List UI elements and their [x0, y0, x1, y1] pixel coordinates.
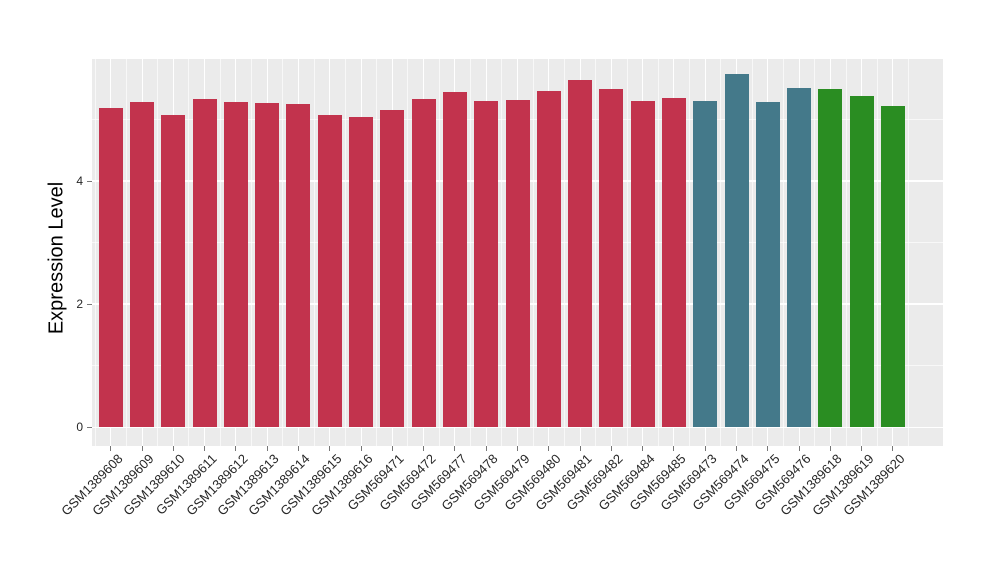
bar-GSM569476	[787, 87, 812, 428]
gridline-x-minor	[782, 57, 784, 446]
gridline-x-minor	[532, 57, 534, 446]
bar-GSM1389612	[223, 101, 248, 428]
x-axis-tick	[767, 446, 769, 451]
bar-GSM1389620	[880, 106, 905, 428]
x-axis-tick	[610, 446, 612, 451]
bar-GSM569471	[380, 109, 405, 428]
y-axis-tick	[87, 303, 92, 305]
x-axis-tick	[360, 446, 362, 451]
bar-GSM569473	[693, 101, 718, 428]
x-axis-tick	[642, 446, 644, 451]
y-tick-label: 2	[76, 297, 83, 312]
gridline-x-minor	[157, 57, 159, 446]
x-axis-tick	[454, 446, 456, 451]
gridline-x-minor	[188, 57, 190, 446]
x-axis-tick	[141, 446, 143, 451]
gridline-x-minor	[657, 57, 659, 446]
x-axis-tick	[673, 446, 675, 451]
gridline-x-minor	[407, 57, 409, 446]
gridline-x-minor	[595, 57, 597, 446]
gridline-x-minor	[282, 57, 284, 446]
x-axis-tick	[485, 446, 487, 451]
x-axis-tick	[391, 446, 393, 451]
bar-GSM1389613	[255, 102, 280, 428]
x-axis-tick	[110, 446, 112, 451]
bar-GSM1389619	[849, 95, 874, 428]
x-axis-tick	[829, 446, 831, 451]
bar-GSM569482	[599, 88, 624, 428]
y-tick-label: 0	[76, 420, 83, 435]
gridline-x-minor	[94, 57, 96, 446]
gridline-x-minor	[344, 57, 346, 446]
x-axis-tick	[704, 446, 706, 451]
x-axis-tick	[204, 446, 206, 451]
x-axis-tick	[736, 446, 737, 451]
bar-GSM1389618	[818, 89, 843, 428]
bar-GSM569485	[661, 98, 686, 428]
bar-GSM569475	[755, 101, 780, 428]
gridline-x-minor	[814, 57, 816, 446]
bar-GSM569479	[505, 99, 530, 428]
gridline-x-minor	[313, 57, 315, 446]
bar-GSM1389611	[192, 98, 217, 428]
bar-GSM569481	[568, 80, 593, 428]
bar-GSM1389616	[349, 117, 374, 428]
bar-GSM1389615	[317, 115, 342, 428]
gridline-x-minor	[626, 57, 628, 446]
x-axis-tick	[861, 446, 863, 451]
x-axis-tick	[235, 446, 237, 451]
gridline-x-minor	[251, 57, 253, 446]
x-axis-tick	[517, 446, 518, 451]
bar-GSM569480	[536, 90, 561, 428]
bar-GSM569478	[474, 101, 499, 428]
x-axis-tick	[266, 446, 268, 451]
gridline-x-minor	[438, 57, 440, 446]
x-axis-tick	[172, 446, 174, 451]
bar-GSM1389614	[286, 104, 311, 428]
gridline-x-minor	[689, 57, 691, 446]
bar-GSM1389609	[130, 102, 155, 428]
bar-GSM1389610	[161, 115, 186, 428]
gridline-x-minor	[845, 57, 847, 446]
bar-GSM1389608	[98, 107, 123, 428]
gridline-x-minor	[501, 57, 503, 446]
y-tick-label: 4	[76, 174, 83, 189]
x-axis-tick	[548, 446, 550, 451]
bar-GSM569472	[411, 99, 436, 428]
bar-GSM569477	[442, 92, 467, 428]
gridline-x-minor	[908, 57, 910, 446]
gridline-x-minor	[563, 57, 565, 446]
gridline-x-minor	[376, 57, 378, 446]
gridline-x-minor	[470, 57, 472, 446]
x-axis-tick	[579, 446, 581, 451]
x-axis-tick	[423, 446, 425, 451]
x-axis-tick	[329, 446, 331, 451]
x-axis-tick	[892, 446, 894, 451]
plot-panel	[92, 57, 943, 446]
y-axis-tick	[87, 426, 92, 428]
x-axis-tick	[297, 446, 299, 451]
bar-GSM569474	[724, 74, 749, 428]
gridline-x-minor	[219, 57, 221, 446]
gridline-x-minor	[751, 57, 753, 446]
gridline-x-minor	[876, 57, 878, 446]
gridline-x-minor	[125, 57, 127, 446]
bar-GSM569484	[630, 101, 655, 428]
gridline-x-minor	[720, 57, 722, 446]
x-axis-tick	[798, 446, 800, 451]
y-axis-tick	[87, 180, 92, 182]
